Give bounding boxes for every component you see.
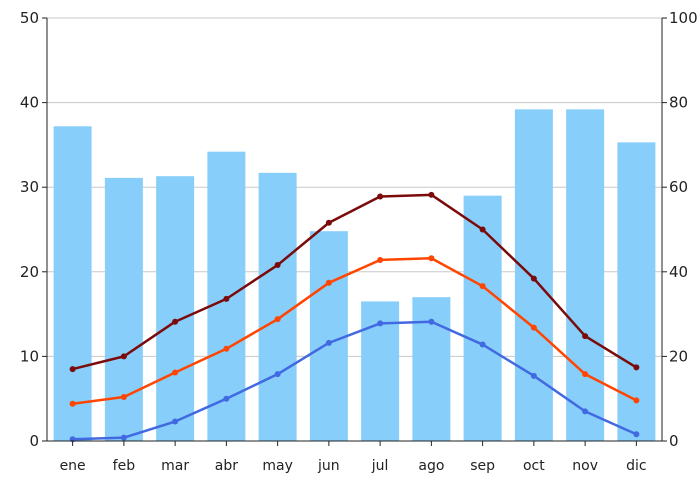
right-tick-label: 0 [669, 432, 679, 450]
right-tick-label: 80 [669, 94, 688, 112]
series-point-2-oct [530, 324, 537, 331]
bar-jun [309, 231, 348, 441]
series-point-3-oct [530, 372, 537, 379]
series-point-1-jul [377, 193, 384, 200]
series-point-3-sep [479, 341, 486, 348]
bar-feb [104, 177, 143, 442]
series-point-1-may [274, 262, 281, 269]
left-tick-label: 0 [29, 432, 39, 450]
left-tick-label: 40 [20, 94, 39, 112]
x-tick-label-abr: abr [215, 458, 238, 474]
series-point-3-jun [325, 339, 332, 346]
bar-sep [463, 195, 502, 441]
right-tick-label: 40 [669, 263, 688, 281]
series-point-2-nov [582, 371, 589, 378]
series-point-3-feb [120, 434, 127, 441]
series-point-2-abr [223, 345, 230, 352]
series-point-2-dic [633, 397, 640, 404]
right-tick-label: 100 [669, 9, 698, 27]
x-tick-label-feb: feb [113, 458, 136, 474]
left-tick-label: 50 [20, 9, 39, 27]
series-point-3-mar [172, 418, 179, 425]
series-point-3-dic [633, 431, 640, 438]
series-point-2-ago [428, 255, 435, 262]
x-tick-label-sep: sep [470, 458, 495, 474]
x-tick-label-nov: nov [572, 458, 598, 474]
series-point-1-jun [325, 219, 332, 226]
series-point-1-oct [530, 275, 537, 282]
series-point-2-ene [69, 400, 76, 407]
series-line-1 [72, 193, 638, 371]
series-point-2-mar [172, 369, 179, 376]
tick-labels-group: 0 10 20 30 40 50 0 20 40 60 80 100 ene feb mar abr may ju… [20, 9, 698, 474]
series-point-3-nov [582, 408, 589, 415]
left-tick-label: 30 [20, 178, 39, 196]
series-point-2-jun [325, 279, 332, 286]
series-point-2-feb [120, 394, 127, 401]
x-tick-label-ene: ene [60, 458, 86, 474]
left-tick-label: 10 [20, 347, 39, 365]
x-tick-label-jun: jun [317, 458, 340, 474]
series-line-3 [72, 320, 637, 441]
axes-group [42, 17, 667, 446]
series-point-1-sep [479, 226, 486, 233]
series-point-3-may [274, 371, 281, 378]
right-tick-label: 60 [669, 178, 688, 196]
x-tick-label-oct: oct [523, 458, 545, 474]
x-tick-label-may: may [262, 458, 293, 474]
series-point-1-ago [428, 191, 435, 198]
x-tick-label-mar: mar [161, 458, 189, 474]
bar-ene [53, 126, 92, 442]
series-point-2-may [274, 316, 281, 323]
x-tick-label-ago: ago [418, 458, 444, 474]
grid-lines [47, 17, 662, 357]
bars-group [53, 109, 656, 442]
bar-nov [566, 109, 605, 442]
series-line-2 [72, 257, 637, 406]
series-point-3-ago [428, 318, 435, 325]
lines-group [69, 191, 640, 443]
series-point-2-sep [479, 283, 486, 290]
series-point-1-mar [172, 318, 179, 325]
series-point-1-abr [223, 295, 230, 302]
left-tick-label: 20 [20, 263, 39, 281]
bar-dic [617, 142, 656, 441]
series-point-1-feb [120, 353, 127, 360]
right-tick-label: 20 [669, 347, 688, 365]
series-point-1-nov [582, 333, 589, 340]
series-point-2-jul [377, 256, 384, 263]
x-tick-label-jul: jul [371, 458, 389, 474]
series-point-3-jul [377, 320, 384, 327]
bar-oct [514, 109, 553, 442]
series-point-1-dic [633, 364, 640, 371]
bar-may [258, 172, 297, 441]
bar-mar [156, 176, 195, 441]
series-point-1-ene [69, 366, 76, 373]
series-point-3-abr [223, 395, 230, 402]
x-tick-label-dic: dic [626, 458, 646, 474]
